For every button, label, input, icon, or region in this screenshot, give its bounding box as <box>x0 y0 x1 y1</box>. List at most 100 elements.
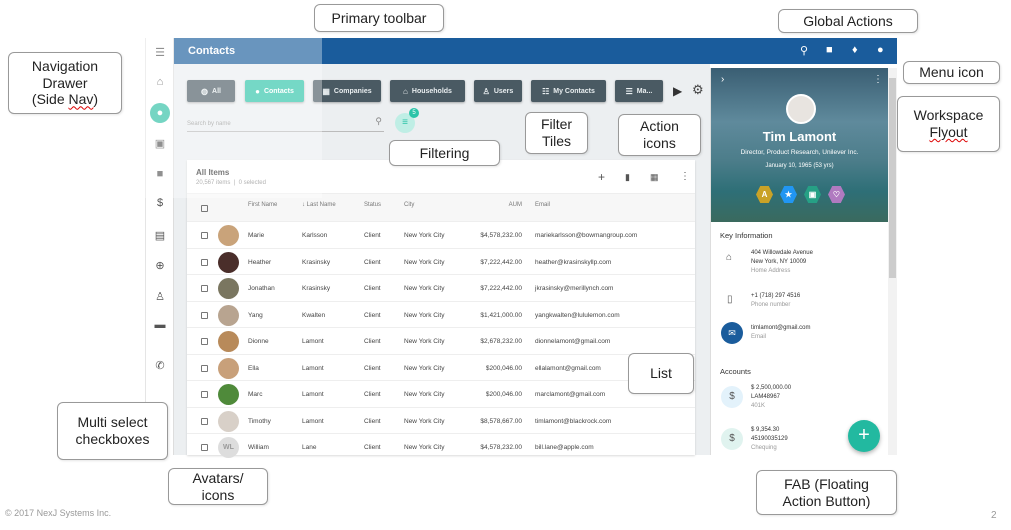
cell-email[interactable]: timlamont@blackrock.com <box>535 417 612 425</box>
briefcase-icon[interactable]: ■ <box>156 168 164 180</box>
column-header-email[interactable]: Email <box>535 202 551 208</box>
account-item[interactable]: $ 9,354.30 45190035129 Chequing <box>751 426 788 453</box>
menu-icon[interactable]: ☰ <box>155 47 165 59</box>
account-icon[interactable]: ● <box>877 44 884 56</box>
table-row[interactable]: Yang Kwalten Client New York City $1,421,000… <box>187 300 695 327</box>
select-all-checkbox[interactable] <box>201 205 208 212</box>
list-card: All Items 20,567 items | 0 selected + ▮ … <box>187 160 695 458</box>
search-input[interactable]: Search by name ⚲ <box>187 116 384 132</box>
play-icon[interactable]: ▶ <box>673 84 683 98</box>
add-icon[interactable]: + <box>598 170 606 184</box>
column-header-city[interactable]: City <box>404 202 415 208</box>
contact-name: Tim Lamont <box>762 129 837 144</box>
cell-last: Kwalten <box>302 311 326 319</box>
phone-value[interactable]: +1 (718) 297 4516 <box>751 293 801 299</box>
gear-icon[interactable]: ⚙ <box>692 82 704 97</box>
export-icon[interactable]: ▮ <box>625 172 630 182</box>
cell-city: New York City <box>404 364 445 372</box>
user-icon[interactable]: ♙ <box>155 291 165 303</box>
row-checkbox[interactable] <box>201 311 208 319</box>
cell-email[interactable]: jkrasinsky@merillynch.com <box>535 285 614 292</box>
column-header-status[interactable]: Status <box>364 202 382 208</box>
fab-add-button[interactable]: + <box>848 420 880 452</box>
home-icon: ⌂ <box>726 252 733 263</box>
dollar-icon[interactable]: $ <box>156 197 164 209</box>
row-checkbox[interactable] <box>201 232 208 239</box>
cell-first: Marie <box>248 232 265 239</box>
column-header-first[interactable]: First Name <box>248 202 278 208</box>
filter-tile-users[interactable]: ♙ Users <box>474 80 522 102</box>
cell-last: Lamont <box>302 364 324 372</box>
cell-email[interactable]: marclamont@gmail.com <box>535 391 606 398</box>
sliders-icon: ☷ <box>542 86 550 96</box>
row-checkbox[interactable] <box>201 285 208 292</box>
badge-1-icon[interactable]: ★ <box>780 186 797 203</box>
search-icon[interactable]: ⚲ <box>800 45 809 57</box>
filter-button[interactable]: ≡ 5 <box>395 108 419 133</box>
cell-status: Client <box>364 311 381 319</box>
scrollbar[interactable] <box>888 68 897 455</box>
table-row[interactable]: Marc Lamont Client New York City $200,046.00… <box>187 380 695 406</box>
table-row[interactable]: Ella Lamont Client New York City $200,046.00… <box>187 353 695 380</box>
filter-tile-all[interactable]: ◍ All <box>187 80 235 102</box>
row-checkbox[interactable] <box>201 258 208 266</box>
column-header-last[interactable]: ↓ Last Name <box>302 202 336 208</box>
bell-icon[interactable]: ♦ <box>852 44 858 56</box>
id-card-icon[interactable]: ▤ <box>154 230 166 242</box>
account-item[interactable]: $ 2,500,000.00 LAM48967 401K <box>751 384 791 411</box>
home-icon[interactable]: ⌂ <box>156 76 164 88</box>
table-row[interactable]: Timothy Lamont Client New York City $8,578,6… <box>187 406 695 433</box>
cell-email[interactable]: heather@krasinskyllp.com <box>535 258 612 266</box>
badge-0-icon[interactable]: A <box>756 186 773 203</box>
message-icon[interactable]: ▬ <box>154 319 166 331</box>
cell-email[interactable]: mariekarlsson@bowmangroup.com <box>535 232 638 239</box>
cell-email[interactable]: yangkwalten@lululemon.com <box>535 311 620 319</box>
row-checkbox[interactable] <box>201 338 208 345</box>
phone-icon[interactable]: ✆ <box>155 360 165 372</box>
tile-label: Ma... <box>636 87 653 95</box>
row-checkbox[interactable] <box>201 444 208 451</box>
table-row[interactable]: Dionne Lamont Client New York City $2,678,23… <box>187 327 695 353</box>
cell-aum: $4,578,232.00 <box>480 232 522 239</box>
cell-first: Timothy <box>248 417 271 425</box>
table-row[interactable]: Heather Krasinsky Client New York City $7,22… <box>187 247 695 274</box>
phone-label: Phone number <box>751 302 791 308</box>
target-icon[interactable]: ⊕ <box>155 260 165 272</box>
avatar <box>218 251 239 273</box>
columns-icon[interactable]: ▦ <box>650 172 659 182</box>
table-row[interactable]: Marie Karlsson Client New York City $4,578,2… <box>187 221 695 247</box>
profile-avatar <box>786 94 816 124</box>
avatar <box>218 331 239 352</box>
collapse-icon[interactable]: › <box>721 74 725 85</box>
row-checkbox[interactable] <box>201 364 208 372</box>
filter-tile-contacts[interactable]: ● Contacts <box>245 80 304 102</box>
cell-first: William <box>248 444 269 451</box>
callout-navigation-drawer: Navigation Drawer (Side Nav) <box>8 52 122 114</box>
cell-email[interactable]: dionnelamont@gmail.com <box>535 338 611 345</box>
email-value[interactable]: timlamont@gmail.com <box>751 325 811 331</box>
tile-label: My Contacts <box>553 87 595 95</box>
cell-email[interactable]: ellalamont@gmail.com <box>535 364 601 372</box>
cell-first: Jonathan <box>248 285 275 292</box>
calendar-icon[interactable]: ▣ <box>154 138 166 150</box>
contacts-icon[interactable]: ● <box>150 103 170 123</box>
filter-tile-households[interactable]: ⌂ Households <box>390 80 465 102</box>
callout-filtering: Filtering <box>389 140 500 166</box>
cell-aum: $2,678,232.00 <box>480 338 522 345</box>
row-checkbox[interactable] <box>201 391 208 398</box>
menu-icon[interactable]: ⋮ <box>873 74 883 85</box>
list-title: All Items <box>196 168 230 177</box>
chat-icon[interactable]: ■ <box>826 44 833 56</box>
more-vert-icon[interactable]: ⋮ <box>680 171 690 182</box>
badge-3-icon[interactable]: ♡ <box>828 186 845 203</box>
filter-tile-ma[interactable]: ☰ Ma... <box>615 80 663 102</box>
filter-tile-mycontacts[interactable]: ☷ My Contacts <box>531 80 606 102</box>
table-row[interactable]: Jonathan Krasinsky Client New York City $7,2… <box>187 274 695 300</box>
badge-2-icon[interactable]: ▣ <box>804 186 821 203</box>
column-header-aum[interactable]: AUM <box>508 202 522 208</box>
cell-email[interactable]: bill.lane@apple.com <box>535 444 594 451</box>
table-row[interactable]: WL William Lane Client New York City $4,578,2… <box>187 433 695 459</box>
row-checkbox[interactable] <box>201 417 208 425</box>
cell-status: Client <box>364 338 381 345</box>
filter-tile-companies[interactable]: ▦ Companies <box>313 80 381 102</box>
